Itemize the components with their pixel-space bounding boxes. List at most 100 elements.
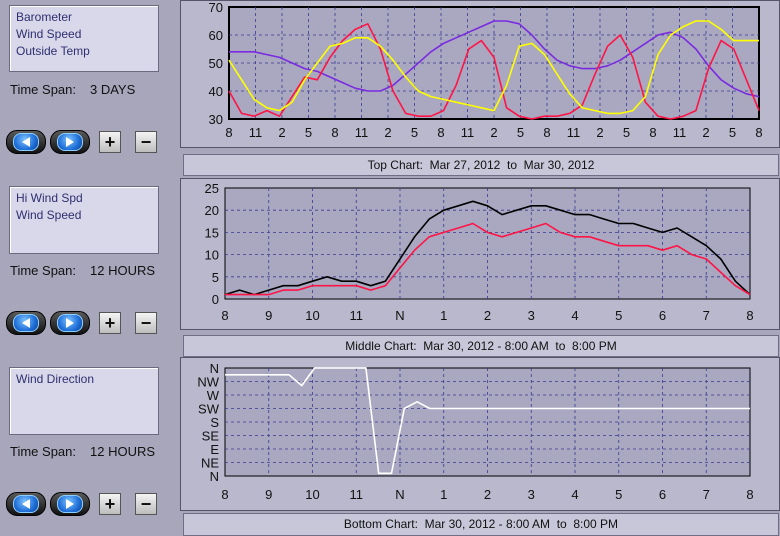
x-tick-label: 11 <box>567 125 581 140</box>
x-tick-label: 8 <box>649 125 656 140</box>
y-tick-label: SE <box>202 429 220 444</box>
x-tick-label: 6 <box>659 487 666 502</box>
x-tick-label: 4 <box>571 487 578 502</box>
x-tick-label: 10 <box>305 308 319 323</box>
x-tick-label: 8 <box>746 487 753 502</box>
middle-timespan: Time Span: 12 HOURS <box>10 263 155 278</box>
middle-legend: Hi Wind Spd Wind Speed <box>9 186 159 254</box>
x-tick-label: 11 <box>673 125 687 140</box>
x-tick-label: 11 <box>461 125 475 140</box>
top-chart-caption: Top Chart: Mar 27, 2012 to Mar 30, 2012 <box>183 154 779 176</box>
arrow-left-icon <box>22 137 30 147</box>
x-tick-label: 2 <box>484 487 491 502</box>
x-tick-label: 7 <box>703 487 710 502</box>
x-tick-label: 2 <box>278 125 285 140</box>
x-tick-label: 2 <box>490 125 497 140</box>
bottom-timespan: Time Span: 12 HOURS <box>10 444 155 459</box>
x-tick-label: 8 <box>746 308 753 323</box>
y-tick-label: N <box>210 469 219 484</box>
x-tick-label: 10 <box>305 487 319 502</box>
x-tick-label: 5 <box>411 125 418 140</box>
y-tick-label: 0 <box>212 292 219 307</box>
timespan-label: Time Span: <box>10 263 76 278</box>
top-chart: 30 40 50 60 70 8 11 2 5 8 11 2 5 8 11 2 5 8 11 2 5 8 11 2 5 8 <box>209 0 763 140</box>
x-tick-label: 11 <box>350 487 364 502</box>
y-tick-label: NE <box>201 456 219 471</box>
legend-item: Hi Wind Spd <box>16 191 83 205</box>
arrow-left-icon <box>22 318 30 328</box>
y-tick-label: 5 <box>212 270 219 285</box>
y-tick-label: NW <box>197 375 219 390</box>
series-line-hi-wind-spd <box>224 200 751 296</box>
legend-item: Outside Temp <box>16 44 90 58</box>
middle-zoom-in-button[interactable]: + <box>99 312 121 334</box>
x-tick-label: N <box>395 487 404 502</box>
x-tick-label: 5 <box>729 125 736 140</box>
x-tick-label: 11 <box>355 125 369 140</box>
top-nav-controls: + − <box>6 130 166 154</box>
x-tick-label: 8 <box>221 308 228 323</box>
x-tick-label: 9 <box>265 308 272 323</box>
x-tick-label: 11 <box>350 308 364 323</box>
middle-zoom-out-button[interactable]: − <box>135 312 157 334</box>
bottom-nav-controls: + − <box>6 492 166 516</box>
y-tick-label: W <box>207 388 220 403</box>
y-tick-label: SW <box>198 402 220 417</box>
bottom-prev-button[interactable] <box>6 492 46 516</box>
x-tick-label: 5 <box>623 125 630 140</box>
middle-prev-button[interactable] <box>6 311 46 335</box>
x-tick-label: 6 <box>659 308 666 323</box>
top-next-button[interactable] <box>50 130 90 154</box>
x-tick-label: 2 <box>596 125 603 140</box>
bottom-zoom-out-button[interactable]: − <box>135 493 157 515</box>
y-tick-label: 40 <box>209 84 223 99</box>
y-tick-label: 15 <box>205 225 219 240</box>
x-tick-label: 2 <box>384 125 391 140</box>
x-tick-label: 1 <box>440 308 447 323</box>
series-line-wind-direction <box>225 367 750 475</box>
x-tick-label: 4 <box>571 308 578 323</box>
y-tick-label: 20 <box>205 203 219 218</box>
x-tick-label: 11 <box>249 125 263 140</box>
middle-nav-controls: + − <box>6 311 166 335</box>
middle-chart-caption: Middle Chart: Mar 30, 2012 - 8:00 AM to … <box>183 335 779 357</box>
x-tick-label: 5 <box>615 487 622 502</box>
arrow-left-icon <box>22 499 30 509</box>
middle-chart: 0 5 10 15 20 25 8 9 10 11 N 1 2 3 4 5 6 7 8 <box>205 181 754 323</box>
x-tick-label: 8 <box>225 125 232 140</box>
x-tick-label: 8 <box>755 125 762 140</box>
x-tick-label: 9 <box>265 487 272 502</box>
legend-item: Wind Speed <box>16 27 82 41</box>
timespan-label: Time Span: <box>10 82 76 97</box>
y-tick-label: E <box>210 442 219 457</box>
bottom-chart-frame: N NW W SW S SE E NE N 8 9 10 11 N 1 2 3 4 5 6 7 8 <box>180 357 780 511</box>
x-tick-label: 2 <box>484 308 491 323</box>
x-tick-label: N <box>395 308 404 323</box>
bottom-next-button[interactable] <box>50 492 90 516</box>
x-tick-label: 3 <box>528 308 535 323</box>
x-tick-label: 1 <box>440 487 447 502</box>
timespan-label: Time Span: <box>10 444 76 459</box>
top-legend: Barometer Wind Speed Outside Temp <box>9 5 159 72</box>
y-tick-label: 60 <box>209 28 223 43</box>
top-zoom-out-button[interactable]: − <box>135 131 157 153</box>
arrow-right-icon <box>66 499 74 509</box>
x-tick-label: 8 <box>437 125 444 140</box>
y-tick-label: 25 <box>205 181 219 196</box>
arrow-right-icon <box>66 318 74 328</box>
y-tick-label: 10 <box>205 248 219 263</box>
top-zoom-in-button[interactable]: + <box>99 131 121 153</box>
y-tick-label: N <box>210 361 219 376</box>
x-tick-label: 5 <box>615 308 622 323</box>
bottom-control-panel: Wind Direction Time Span: 12 HOURS + − <box>0 360 175 536</box>
middle-next-button[interactable] <box>50 311 90 335</box>
bottom-zoom-in-button[interactable]: + <box>99 493 121 515</box>
x-tick-label: 3 <box>528 487 535 502</box>
middle-control-panel: Hi Wind Spd Wind Speed Time Span: 12 HOUR… <box>0 180 175 355</box>
top-prev-button[interactable] <box>6 130 46 154</box>
x-tick-label: 8 <box>543 125 550 140</box>
x-tick-label: 8 <box>221 487 228 502</box>
timespan-value: 12 HOURS <box>90 444 156 459</box>
series-line-outside-temp <box>228 20 759 115</box>
